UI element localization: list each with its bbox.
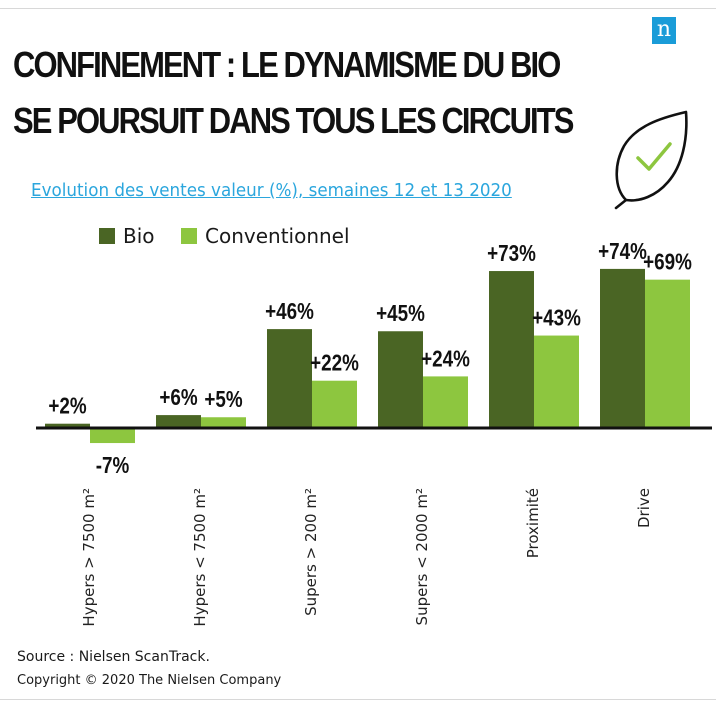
tick-label-hypers-7500-m: Hypers < 7500 m² [191,488,209,627]
nielsen-logo-icon: n [652,17,676,44]
tick-label-supers-200-m: Supers > 200 m² [302,488,320,616]
data-label-bio-hypers-7500-m: +6% [159,385,198,410]
data-label-bio-supers-2000-m: +45% [376,302,425,327]
bar-bio-hypers-7500-m [156,415,201,428]
bar-conventionnel-hypers-7500-m [201,417,246,428]
legend-swatch-conventionnel [181,228,197,244]
bar-bio-hypers-7500-m [45,423,90,428]
data-label-bio-drive: +74% [598,239,647,264]
legend-label-conventionnel: Conventionnel [205,224,350,248]
bar-bio-proximite [489,271,534,428]
frame-bottom-border [0,699,716,700]
bar-conventionnel-drive [645,279,690,428]
title-line-1: CONFINEMENT : LE DYNAMISME DU BIO [13,44,561,85]
legend-item-conventionnel: Conventionnel [181,224,350,248]
data-label-conventionnel-hypers-7500-m: +5% [204,388,243,413]
data-label-conventionnel-supers-200-m: +22% [310,351,359,376]
bar-conventionnel-hypers-7500-m [90,428,135,444]
bar-conventionnel-supers-2000-m [423,376,468,428]
data-label-conventionnel-proximite: +43% [532,306,581,331]
bar-bio-supers-2000-m [378,331,423,428]
data-label-conventionnel-supers-2000-m: +24% [421,347,470,372]
title-line-2: SE POURSUIT DANS TOUS LES CIRCUITS [13,100,574,141]
bar-bio-drive [600,268,645,428]
data-label-bio-supers-200-m: +46% [265,299,314,324]
data-label-bio-proximite: +73% [487,241,536,266]
chart-subtitle[interactable]: Evolution des ventes valeur (%), semaine… [31,180,512,201]
data-label-conventionnel-drive: +69% [643,250,692,275]
legend-swatch-bio [99,228,115,244]
tick-label-drive: Drive [635,488,653,528]
data-label-conventionnel-hypers-7500-m: -7% [96,453,130,478]
leaf-checkmark-icon [614,110,688,210]
data-label-bio-hypers-7500-m: +2% [48,394,87,419]
tick-label-supers-2000-m: Supers < 2000 m² [413,488,431,625]
copyright-note: Copyright © 2020 The Nielsen Company [17,673,282,688]
legend-item-bio: Bio [99,224,155,248]
legend-label-bio: Bio [123,224,155,248]
frame-top-border [0,8,716,9]
bar-bio-supers-200-m [267,329,312,428]
tick-label-hypers-7500-m: Hypers > 7500 m² [80,488,98,627]
tick-label-proximite: Proximité [524,488,542,558]
bar-conventionnel-supers-200-m [312,380,357,428]
bar-conventionnel-proximite [534,335,579,428]
source-note: Source : Nielsen ScanTrack. [17,649,210,665]
